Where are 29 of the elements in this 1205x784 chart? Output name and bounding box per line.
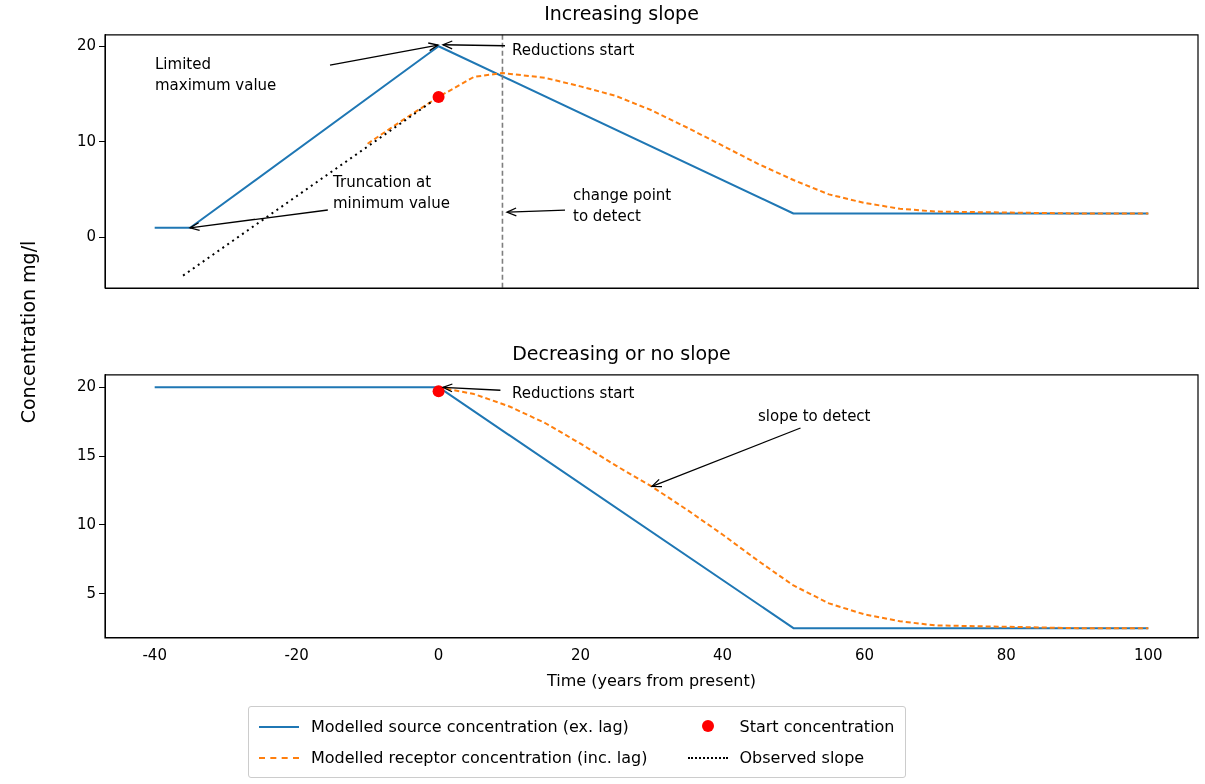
annotation: Limited maximum value	[155, 54, 277, 96]
y-tick-label: 10	[76, 131, 96, 150]
annotation: change point to detect	[573, 185, 672, 227]
legend-label: Modelled source concentration (ex. lag)	[311, 717, 629, 736]
x-tick-label: 60	[854, 645, 874, 664]
annotation: Reductions start	[512, 40, 635, 61]
y-tick-label: 10	[76, 514, 96, 533]
annotation: Truncation at minimum value	[333, 172, 450, 214]
x-axis-title: Time (years from present)	[546, 670, 756, 690]
y-tick-label: 15	[76, 445, 96, 464]
x-tick-label: 100	[1134, 645, 1163, 664]
y-tick-label: 5	[86, 583, 96, 602]
annotation: slope to detect	[758, 406, 871, 427]
x-tick-label: 40	[712, 645, 733, 664]
x-tick-label: 0	[433, 645, 444, 664]
x-tick-label: 80	[996, 645, 1016, 664]
x-tick-label: -40	[142, 645, 167, 664]
y-tick-label: 20	[76, 377, 96, 396]
chart-title: Increasing slope	[544, 2, 699, 25]
chart-title: Decreasing or no slope	[512, 342, 731, 365]
annotation: Reductions start	[512, 383, 635, 404]
y-tick-label: 20	[76, 36, 96, 55]
y-axis-title: Concentration mg/l	[17, 240, 39, 424]
legend-label: Modelled receptor concentration (inc. lag)	[311, 748, 648, 767]
y-tick-label: 0	[86, 227, 96, 246]
x-tick-label: -20	[284, 645, 309, 664]
legend-label: Start concentration	[739, 717, 895, 736]
legend-label: Observed slope	[739, 748, 865, 767]
x-tick-label: 20	[570, 645, 591, 664]
